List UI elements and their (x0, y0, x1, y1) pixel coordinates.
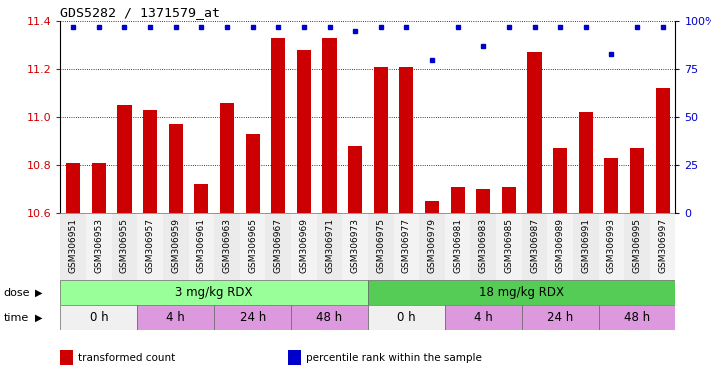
Bar (419, 213, 445, 280)
Bar (476, 189, 491, 213)
Text: GSM306995: GSM306995 (633, 218, 641, 273)
Text: dose: dose (4, 288, 30, 298)
Bar (394, 213, 419, 280)
Bar (214, 305, 291, 330)
Bar (502, 187, 516, 213)
Bar (471, 213, 496, 280)
Bar (650, 213, 675, 280)
Text: GSM306983: GSM306983 (479, 218, 488, 273)
Text: 0 h: 0 h (90, 311, 108, 324)
Bar (323, 38, 336, 213)
Bar (368, 213, 394, 280)
Bar (117, 105, 132, 213)
Bar (599, 213, 624, 280)
Text: percentile rank within the sample: percentile rank within the sample (306, 353, 481, 362)
Bar (579, 112, 593, 213)
Bar (368, 280, 675, 305)
Bar (656, 88, 670, 213)
Bar (143, 110, 157, 213)
Text: GSM306969: GSM306969 (299, 218, 309, 273)
Bar (553, 148, 567, 213)
Text: GSM306985: GSM306985 (504, 218, 513, 273)
Bar (163, 213, 188, 280)
Text: 48 h: 48 h (624, 311, 650, 324)
Text: GSM306967: GSM306967 (274, 218, 283, 273)
Bar (296, 50, 311, 213)
Text: GSM306993: GSM306993 (607, 218, 616, 273)
Text: ▶: ▶ (36, 313, 43, 323)
Bar (188, 213, 214, 280)
Text: transformed count: transformed count (78, 353, 176, 362)
Bar (112, 213, 137, 280)
Bar (92, 163, 106, 213)
Bar (374, 67, 387, 213)
Text: GSM306981: GSM306981 (453, 218, 462, 273)
Bar (445, 213, 471, 280)
Text: GSM306961: GSM306961 (197, 218, 206, 273)
Bar (60, 280, 368, 305)
Bar (496, 213, 522, 280)
Bar (348, 146, 362, 213)
Text: GSM306959: GSM306959 (171, 218, 181, 273)
Text: GSM306963: GSM306963 (223, 218, 232, 273)
Bar (271, 38, 285, 213)
Text: GSM306953: GSM306953 (95, 218, 103, 273)
Bar (425, 201, 439, 213)
Bar (86, 213, 112, 280)
Bar (445, 305, 522, 330)
Bar (60, 213, 86, 280)
Text: 24 h: 24 h (547, 311, 573, 324)
Text: GSM306965: GSM306965 (248, 218, 257, 273)
Text: GSM306971: GSM306971 (325, 218, 334, 273)
Bar (291, 213, 316, 280)
Bar (137, 213, 163, 280)
Text: GSM306975: GSM306975 (376, 218, 385, 273)
Bar (60, 305, 137, 330)
Text: GSM306951: GSM306951 (69, 218, 77, 273)
Text: 48 h: 48 h (316, 311, 343, 324)
Text: GSM306955: GSM306955 (120, 218, 129, 273)
Text: GSM306987: GSM306987 (530, 218, 539, 273)
Bar (265, 213, 291, 280)
Text: time: time (4, 313, 29, 323)
Bar (522, 305, 599, 330)
Text: GSM306979: GSM306979 (427, 218, 437, 273)
Bar (368, 305, 445, 330)
Bar (400, 67, 413, 213)
Text: GSM306997: GSM306997 (658, 218, 667, 273)
Bar (137, 305, 214, 330)
Bar (240, 213, 265, 280)
Text: 18 mg/kg RDX: 18 mg/kg RDX (479, 286, 565, 299)
Text: 4 h: 4 h (166, 311, 185, 324)
Bar (342, 213, 368, 280)
Bar (604, 158, 619, 213)
Bar (291, 305, 368, 330)
Bar (169, 124, 183, 213)
Text: GSM306973: GSM306973 (351, 218, 360, 273)
Bar (316, 213, 342, 280)
Bar (451, 187, 465, 213)
Bar (547, 213, 573, 280)
Bar (245, 134, 260, 213)
Text: 24 h: 24 h (240, 311, 266, 324)
Bar (528, 52, 542, 213)
Text: GSM306991: GSM306991 (582, 218, 590, 273)
Bar (522, 213, 547, 280)
Text: 4 h: 4 h (474, 311, 493, 324)
Bar (630, 148, 644, 213)
Bar (66, 163, 80, 213)
Bar (194, 184, 208, 213)
Text: GDS5282 / 1371579_at: GDS5282 / 1371579_at (60, 5, 220, 18)
Bar (624, 213, 650, 280)
Text: 0 h: 0 h (397, 311, 416, 324)
Bar (573, 213, 599, 280)
Bar (599, 305, 675, 330)
Text: GSM306977: GSM306977 (402, 218, 411, 273)
Text: GSM306989: GSM306989 (555, 218, 565, 273)
Text: GSM306957: GSM306957 (146, 218, 154, 273)
Text: 3 mg/kg RDX: 3 mg/kg RDX (176, 286, 253, 299)
Text: ▶: ▶ (36, 288, 43, 298)
Bar (220, 103, 234, 213)
Bar (214, 213, 240, 280)
